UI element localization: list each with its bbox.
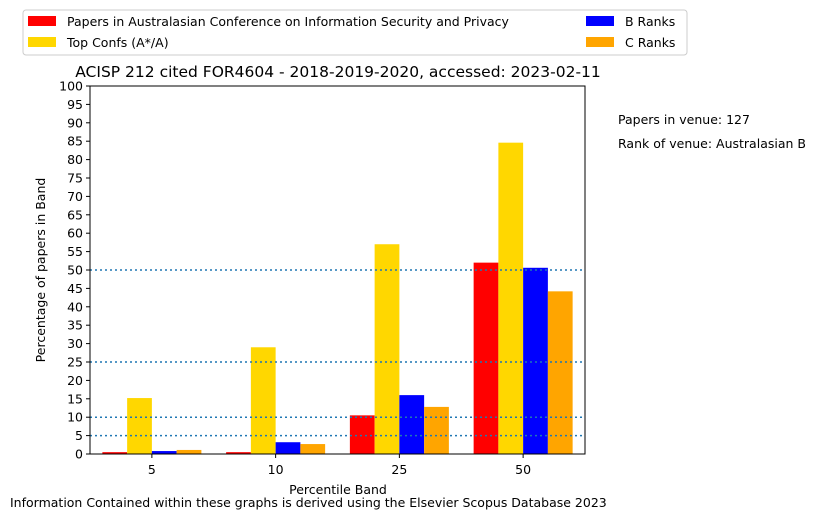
legend-label-b-ranks: B Ranks [625,14,675,29]
bar-series0-cat50 [473,262,499,454]
x-axis: 5 10 25 50 [148,454,531,477]
legend-swatch-orange [586,37,614,47]
y-tick-label-85: 85 [67,134,83,149]
y-tick-label-55: 55 [67,244,83,259]
x-tick-label-25: 25 [391,462,407,477]
y-tick-label-90: 90 [67,115,83,130]
y-tick-label-15: 15 [67,391,83,406]
bar-series2-cat5 [151,451,177,454]
x-tick-label-5: 5 [148,462,156,477]
bar-series2-cat10 [275,442,301,454]
y-tick-label-35: 35 [67,318,83,333]
bar-series1-cat5 [127,398,152,454]
y-tick-label-20: 20 [67,373,83,388]
y-tick-label-0: 0 [75,447,83,462]
y-tick-label-95: 95 [67,97,83,112]
x-axis-label: Percentile Band [289,482,387,497]
bar-series2-cat50 [523,267,548,454]
bar-series3-cat25 [424,406,449,454]
chart-title: ACISP 212 cited FOR4604 - 2018-2019-2020… [75,63,601,81]
y-tick-label-65: 65 [67,207,83,222]
bar-series1-cat50 [498,142,524,455]
y-axis: 0 5 10 15 20 25 30 35 40 45 50 55 60 65 70 75 80 85 90 95 10… [59,79,90,462]
y-tick-label-30: 30 [67,336,83,351]
bars-layer [102,142,573,455]
y-tick-label-100: 100 [59,79,83,94]
papers-in-venue-note: Papers in venue: 127 [618,112,750,127]
bar-series1-cat10 [250,347,276,454]
legend-frame [22,9,688,56]
bar-series3-cat50 [547,291,573,454]
legend: Papers in Australasian Conference on Inf… [22,9,688,56]
legend-label-top-confs: Top Confs (A*/A) [66,35,169,50]
bar-series0-cat5 [102,452,128,454]
bar-series0-cat25 [349,415,375,454]
y-tick-label-10: 10 [67,410,83,425]
rank-of-venue-note: Rank of venue: Australasian B [618,136,806,151]
y-tick-label-40: 40 [67,299,83,314]
legend-swatch-blue [586,16,614,26]
y-tick-label-25: 25 [67,355,83,370]
legend-label-c-ranks: C Ranks [625,35,675,50]
y-axis-label: Percentage of papers in Band [33,178,48,363]
y-tick-label-75: 75 [67,171,83,186]
y-tick-label-70: 70 [67,189,83,204]
legend-label-venue: Papers in Australasian Conference on Inf… [67,14,510,29]
y-tick-label-5: 5 [75,428,83,443]
plot-frame [89,85,586,455]
legend-swatch-gold [28,37,56,47]
y-tick-label-60: 60 [67,226,83,241]
y-tick-label-50: 50 [67,263,83,278]
bar-series1-cat25 [374,244,400,454]
bar-series2-cat25 [399,395,425,454]
source-footer: Information Contained within these graph… [10,495,607,510]
x-tick-label-10: 10 [268,462,284,477]
x-tick-label-50: 50 [515,462,531,477]
bar-series3-cat10 [300,444,326,454]
bar-series3-cat5 [176,449,202,454]
legend-swatch-red [28,16,56,26]
bar-series0-cat10 [226,452,251,454]
y-tick-label-45: 45 [67,281,83,296]
y-tick-label-80: 80 [67,152,83,167]
